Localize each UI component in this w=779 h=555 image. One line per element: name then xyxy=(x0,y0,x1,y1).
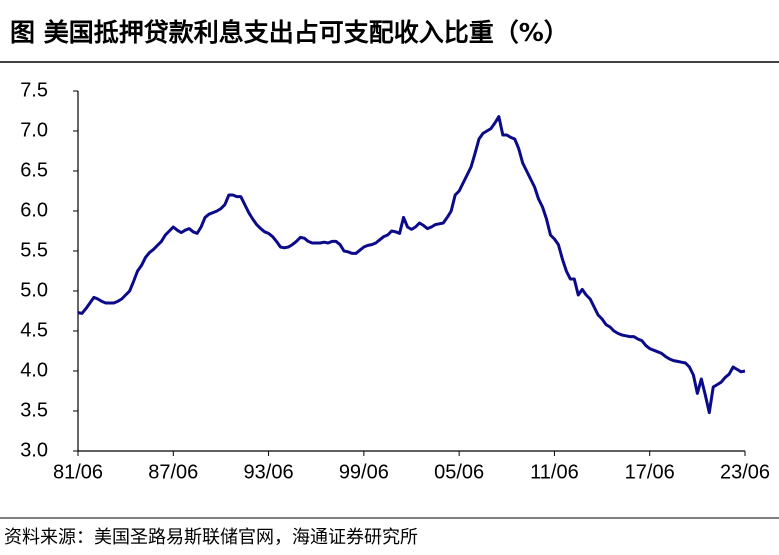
y-tick-label: 5.5 xyxy=(20,239,48,261)
y-tick-label: 7.5 xyxy=(20,79,48,101)
y-tick-label: 3.0 xyxy=(20,439,48,461)
chart-title: 图 美国抵押贷款利息支出占可支配收入比重（%） xyxy=(10,18,569,47)
y-tick-label: 4.5 xyxy=(20,319,48,341)
x-tick-label: 11/06 xyxy=(530,461,579,483)
source: 资料来源：美国圣路易斯联储官网，海通证券研究所 xyxy=(4,527,418,548)
y-tick-label: 4.0 xyxy=(20,359,48,381)
x-tick-label: 05/06 xyxy=(434,461,484,483)
y-tick-label: 7.0 xyxy=(20,119,48,141)
y-tick-label: 6.0 xyxy=(20,199,48,221)
y-tick-label: 3.5 xyxy=(20,399,48,421)
x-tick-label: 81/06 xyxy=(53,461,103,483)
line-series xyxy=(77,115,746,415)
x-tick-label: 99/06 xyxy=(339,461,389,483)
y-tick-label: 6.5 xyxy=(20,159,48,181)
x-tick-label: 23/06 xyxy=(720,461,770,483)
y-tick-label: 5.0 xyxy=(20,279,48,301)
x-tick-label: 17/06 xyxy=(625,461,675,483)
x-tick-label: 93/06 xyxy=(244,461,294,483)
x-tick-label: 87/06 xyxy=(148,461,198,483)
